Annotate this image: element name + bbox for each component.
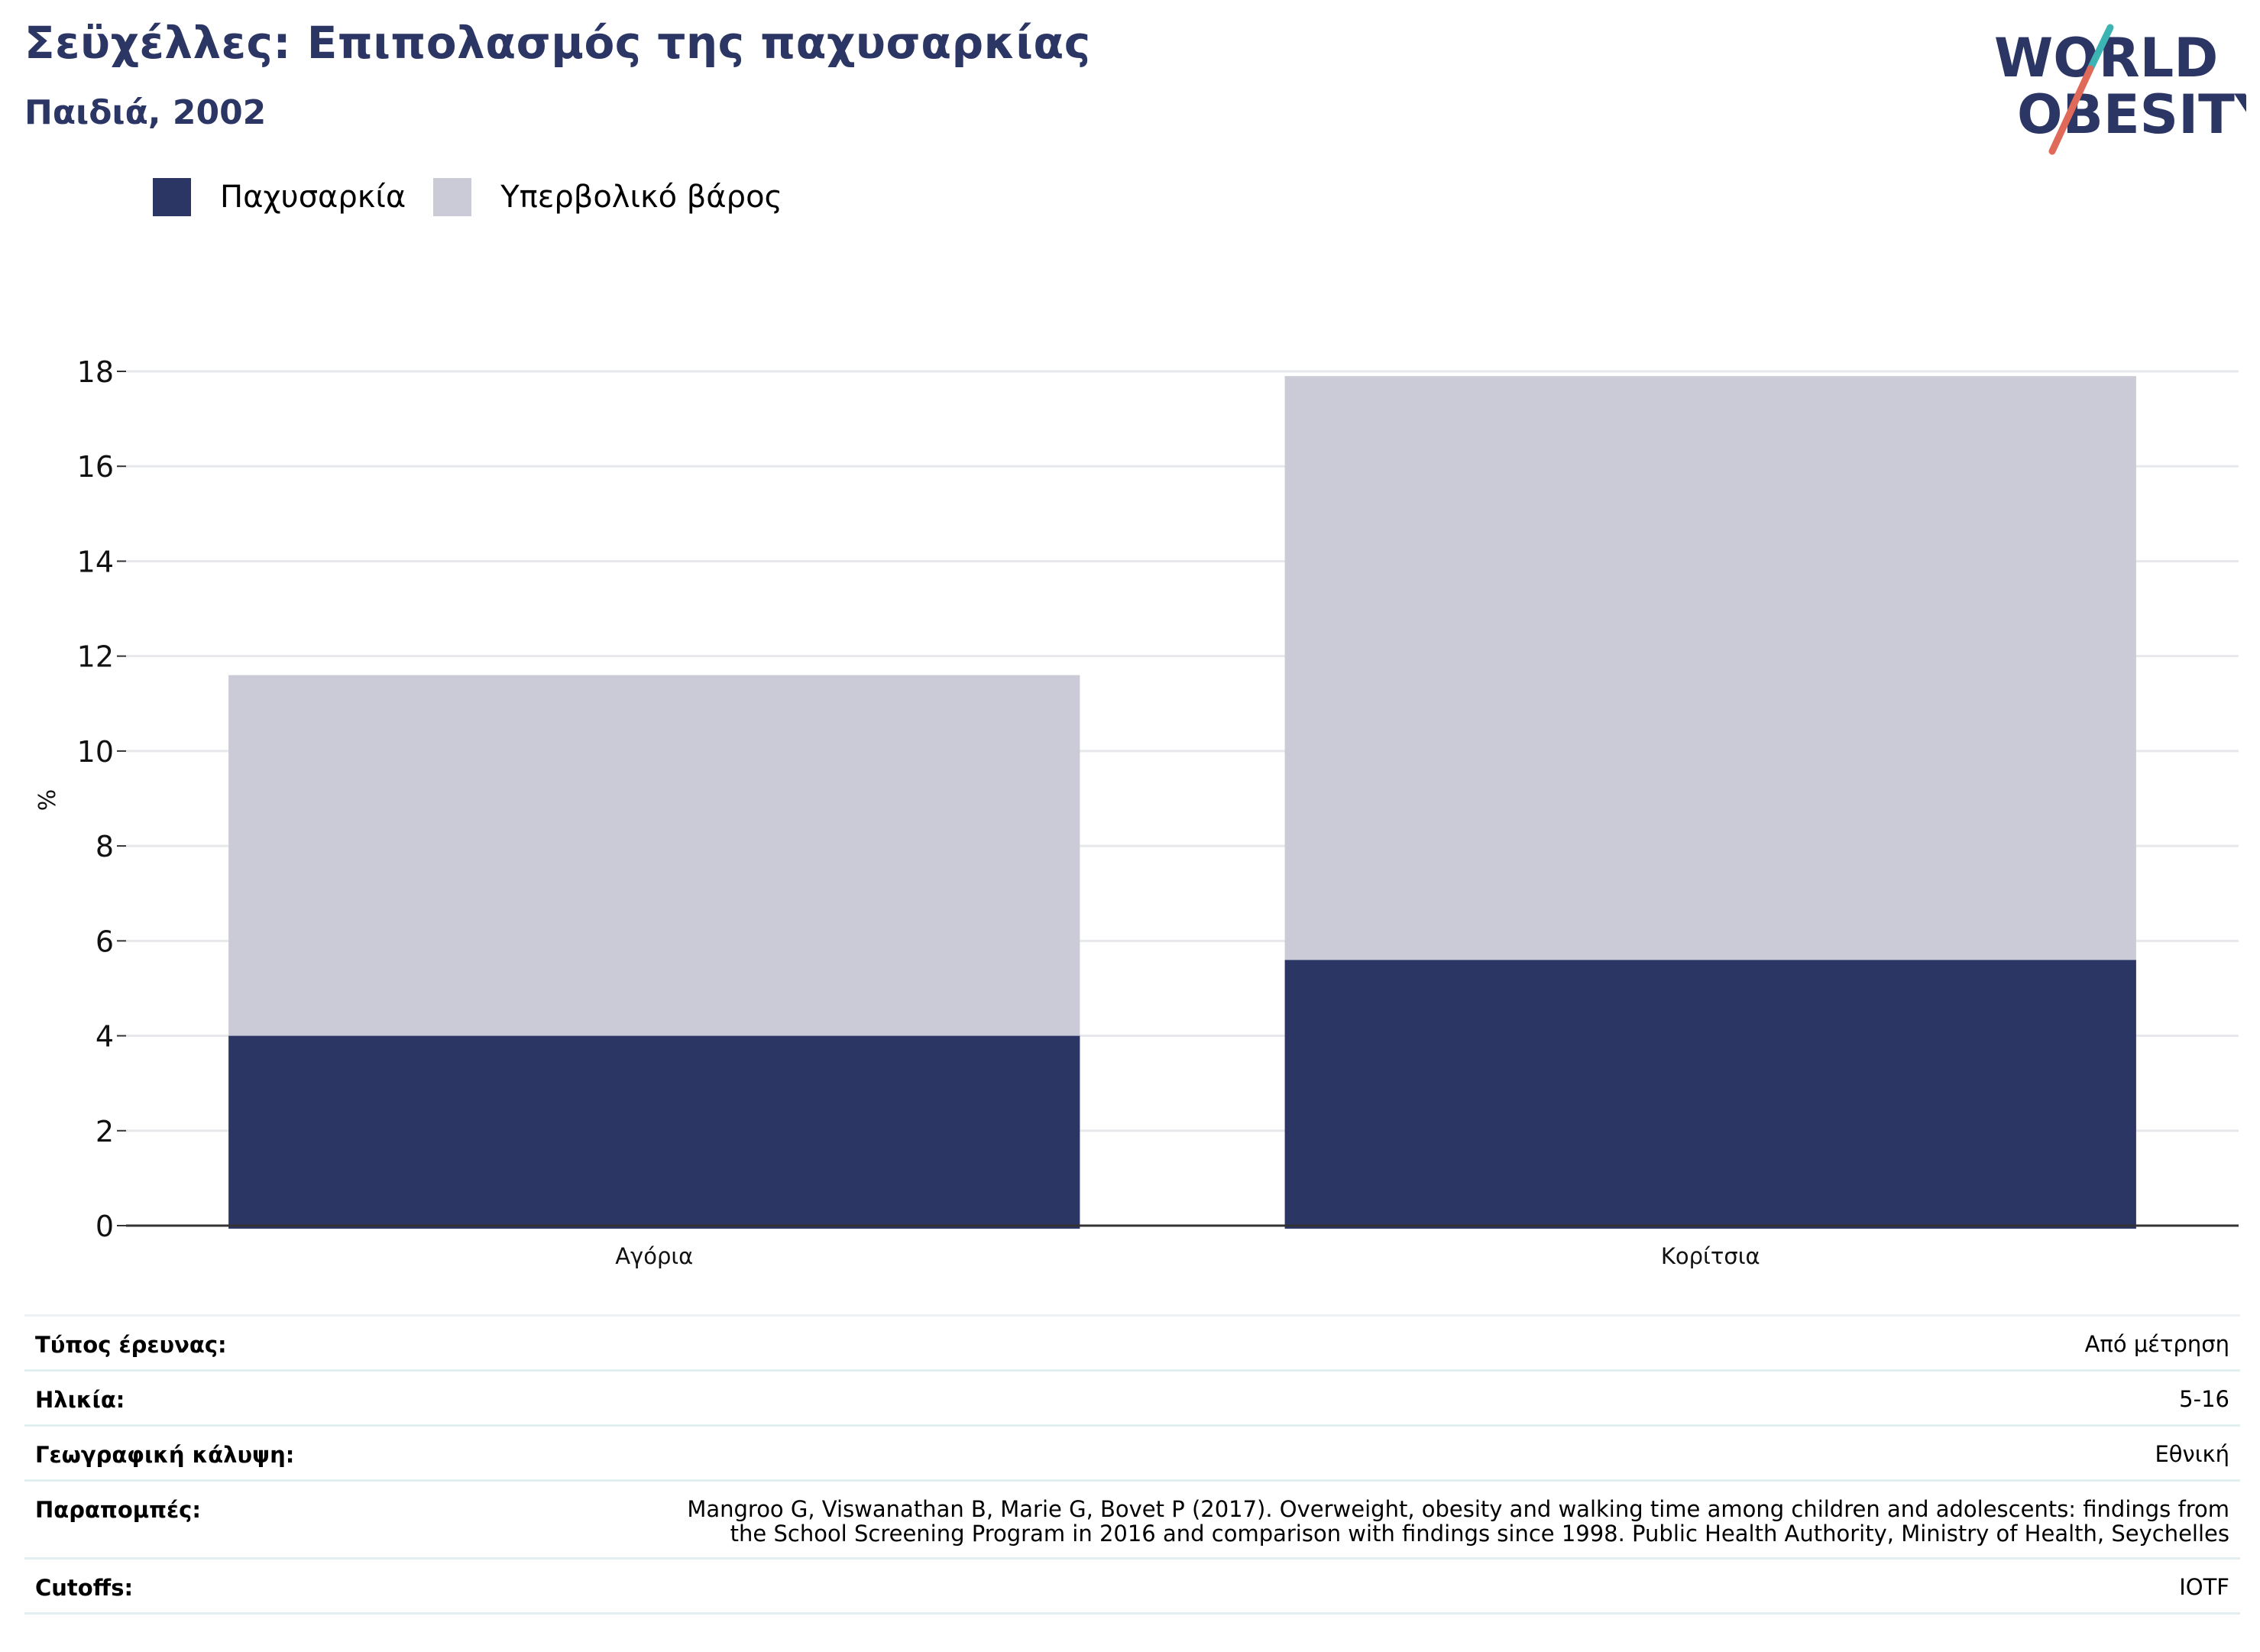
y-tick-label: 10 xyxy=(77,735,114,769)
bar-segment xyxy=(1284,960,2136,1229)
bars xyxy=(228,376,2136,1229)
survey-info-table: Τύπος έρευνας: Από μέτρηση Ηλικία: 5-16 … xyxy=(24,1314,2240,1615)
info-value-cutoffs: IOTF xyxy=(2179,1574,2229,1600)
logo-slash-red xyxy=(2048,65,2094,155)
y-tick-label: 8 xyxy=(96,830,114,863)
bar-chart: 0 2 4 6 8 10 12 14 16 18% Αγόρια Κορίτσια xyxy=(34,355,2239,1269)
x-tick-label: Αγόρια xyxy=(615,1243,693,1269)
y-tick-label: 4 xyxy=(96,1020,114,1054)
chart-subtitle: Παιδιά, 2002 xyxy=(24,93,267,132)
info-value-survey-type: Από μέτρηση xyxy=(2084,1331,2229,1357)
y-tick-label: 0 xyxy=(96,1210,114,1243)
info-row-references: Παραπομπές: Mangroo G, Viswanathan B, Ma… xyxy=(24,1482,2240,1560)
y-tick-label: 14 xyxy=(77,545,114,578)
info-label-references: Παραπομπές: xyxy=(35,1497,201,1523)
info-label-age: Ηλικία: xyxy=(35,1387,125,1413)
info-label-coverage: Γεωγραφική κάλυψη: xyxy=(35,1442,295,1468)
logo-slash-teal xyxy=(2087,24,2114,73)
bar-segment xyxy=(228,675,1080,1036)
info-value-references[interactable]: Mangroo G, Viswanathan B, Marie G, Bovet… xyxy=(687,1496,2229,1547)
info-row-survey-type: Τύπος έρευνας: Από μέτρηση xyxy=(24,1317,2240,1372)
y-tick-label: 6 xyxy=(96,925,114,958)
chart-title: Σεϋχέλλες: Επιπολασμός της παχυσαρκίας xyxy=(24,17,1091,69)
bar-segment xyxy=(1284,376,2136,960)
info-row-coverage: Γεωγραφική κάλυψη: Εθνική xyxy=(24,1427,2240,1482)
chart-legend: Παχυσαρκία Υπερβολικό βάρος xyxy=(153,176,810,219)
info-row-cutoffs: Cutoffs: IOTF xyxy=(24,1560,2240,1615)
y-tick-label: 16 xyxy=(77,450,114,484)
legend-swatch-overweight xyxy=(433,178,472,216)
y-tick-label: 12 xyxy=(77,640,114,674)
info-value-coverage: Εθνική xyxy=(2155,1441,2229,1467)
axes: 0 2 4 6 8 10 12 14 16 18% Αγόρια Κορίτσια xyxy=(34,355,2239,1269)
world-obesity-logo: WORLD OBESITY xyxy=(1994,24,2246,155)
info-value-age: 5-16 xyxy=(2179,1386,2229,1412)
y-tick-label: 2 xyxy=(96,1115,114,1148)
y-tick-label: 18 xyxy=(77,355,114,389)
x-tick-label: Κορίτσια xyxy=(1661,1243,1760,1269)
legend-item-obesity[interactable]: Παχυσαρκία xyxy=(153,178,406,216)
legend-item-overweight[interactable]: Υπερβολικό βάρος xyxy=(433,178,782,216)
info-label-survey-type: Τύπος έρευνας: xyxy=(35,1332,227,1358)
logo-text-obesity: OBESITY xyxy=(2017,83,2246,146)
bar-segment xyxy=(228,1035,1080,1229)
y-axis-title: % xyxy=(34,789,61,811)
info-row-age: Ηλικία: 5-16 xyxy=(24,1372,2240,1427)
legend-label-overweight: Υπερβολικό βάρος xyxy=(500,180,783,215)
legend-label-obesity: Παχυσαρκία xyxy=(220,180,406,215)
legend-swatch-obesity xyxy=(153,178,191,216)
info-label-cutoffs: Cutoffs: xyxy=(35,1575,134,1601)
